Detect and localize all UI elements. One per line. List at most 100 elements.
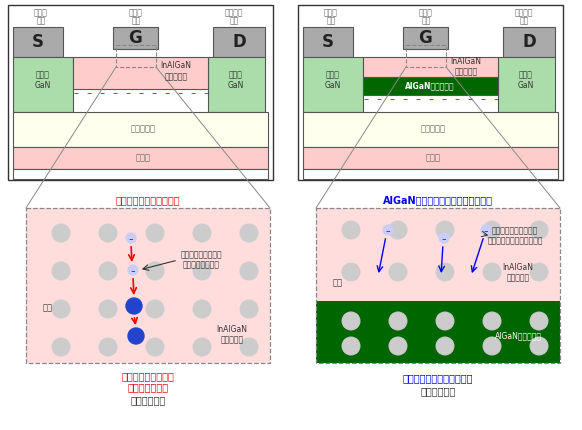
Text: D: D — [522, 33, 536, 51]
Text: 障壁層: 障壁層 — [136, 154, 151, 163]
Circle shape — [240, 300, 258, 318]
Text: −: − — [125, 90, 130, 95]
Circle shape — [52, 262, 70, 280]
Circle shape — [52, 300, 70, 318]
Text: −: − — [402, 96, 407, 101]
Circle shape — [193, 300, 211, 318]
Circle shape — [99, 338, 117, 356]
Bar — [26, 208, 270, 363]
Text: S: S — [32, 33, 44, 51]
Circle shape — [436, 337, 454, 355]
Bar — [13, 57, 73, 112]
Circle shape — [483, 263, 501, 281]
Bar — [8, 5, 273, 180]
Circle shape — [389, 263, 407, 281]
Circle shape — [389, 337, 407, 355]
Text: 低抵抗
GaN: 低抵抗 GaN — [228, 70, 244, 90]
Circle shape — [483, 312, 501, 330]
Text: ドレイン: ドレイン — [514, 9, 533, 18]
Circle shape — [436, 221, 454, 239]
Text: 結晶破壊を誘発: 結晶破壊を誘発 — [127, 382, 169, 392]
Text: 原子: 原子 — [43, 304, 53, 313]
Bar — [316, 208, 560, 363]
Bar — [13, 27, 63, 57]
Circle shape — [240, 262, 258, 280]
Text: AlGaNスペーサ層: AlGaNスペーサ層 — [405, 82, 455, 90]
Text: D: D — [232, 33, 246, 51]
Text: 電極: 電極 — [421, 16, 431, 25]
Text: −: − — [164, 90, 169, 95]
Circle shape — [193, 338, 211, 356]
Text: ソース: ソース — [324, 9, 338, 18]
Circle shape — [146, 338, 164, 356]
Text: 電極: 電極 — [519, 16, 528, 25]
Circle shape — [483, 221, 501, 239]
Circle shape — [240, 338, 258, 356]
Text: −: − — [441, 96, 446, 101]
Circle shape — [193, 224, 211, 242]
Circle shape — [483, 337, 501, 355]
Text: ＜新規構造＞: ＜新規構造＞ — [420, 386, 456, 396]
Bar — [498, 57, 555, 112]
Circle shape — [342, 312, 360, 330]
Bar — [316, 301, 560, 363]
Text: InAlGaN: InAlGaN — [450, 58, 481, 67]
Circle shape — [383, 225, 393, 235]
Bar — [13, 147, 268, 169]
Text: 電極: 電極 — [132, 16, 141, 25]
Text: 障壁層: 障壁層 — [425, 154, 441, 163]
Text: 電極: 電極 — [327, 16, 336, 25]
Text: 電極: 電極 — [229, 16, 239, 25]
Text: −: − — [178, 90, 183, 95]
Text: 高エネルギー電子が: 高エネルギー電子が — [122, 371, 175, 381]
Bar — [403, 27, 448, 49]
Text: −: − — [428, 96, 434, 101]
Text: −: − — [363, 96, 368, 101]
Circle shape — [436, 263, 454, 281]
Circle shape — [240, 224, 258, 242]
Text: −: − — [389, 96, 395, 101]
Text: −: − — [480, 96, 485, 101]
Bar — [303, 147, 558, 169]
Text: −: − — [484, 228, 488, 233]
Text: AlGaNスペーサ層により電圧が分散: AlGaNスペーサ層により電圧が分散 — [383, 195, 493, 205]
Bar — [303, 57, 363, 112]
Text: −: − — [377, 96, 382, 101]
Circle shape — [530, 337, 548, 355]
Text: −: − — [112, 90, 118, 95]
Circle shape — [439, 233, 449, 243]
Circle shape — [342, 221, 360, 239]
Text: 低抵抗
GaN: 低抵抗 GaN — [35, 70, 51, 90]
Text: −: − — [442, 236, 446, 241]
Text: −: − — [129, 236, 133, 241]
Bar — [316, 208, 560, 301]
Text: 電子走行層: 電子走行層 — [421, 125, 445, 133]
Bar — [113, 27, 158, 49]
Circle shape — [436, 312, 454, 330]
Bar — [116, 45, 156, 67]
Circle shape — [193, 262, 211, 280]
Text: −: − — [139, 90, 144, 95]
Text: InAlGaN: InAlGaN — [161, 61, 191, 71]
Circle shape — [389, 312, 407, 330]
Circle shape — [481, 225, 491, 235]
Circle shape — [126, 233, 136, 243]
Bar — [303, 27, 353, 57]
Circle shape — [389, 221, 407, 239]
Circle shape — [126, 298, 142, 314]
Text: 電圧が分散したため、
エネルギーが上がりにくい: 電圧が分散したため、 エネルギーが上がりにくい — [487, 226, 543, 246]
Circle shape — [99, 300, 117, 318]
Text: 高電圧で加速された
高エネルギー電子: 高電圧で加速された 高エネルギー電子 — [180, 250, 222, 270]
Bar — [13, 112, 268, 147]
Text: −: − — [190, 90, 196, 95]
Text: G: G — [128, 29, 142, 47]
Text: −: − — [100, 90, 105, 95]
Text: ゲート: ゲート — [419, 9, 433, 18]
Text: InAlGaN
電子供給層: InAlGaN 電子供給層 — [502, 263, 534, 283]
Bar — [406, 45, 446, 67]
Text: ソース: ソース — [34, 9, 48, 18]
Text: 低抵抗
GaN: 低抵抗 GaN — [325, 70, 341, 90]
Text: −: − — [151, 90, 157, 95]
Circle shape — [99, 262, 117, 280]
Text: 低抵抗
GaN: 低抵抗 GaN — [518, 70, 534, 90]
